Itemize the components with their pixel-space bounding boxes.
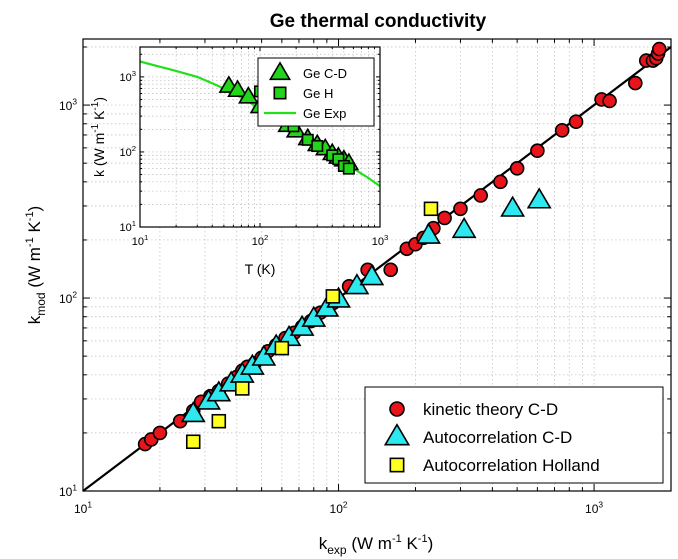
legend-marker-triangle xyxy=(383,423,411,446)
triangle-point xyxy=(451,216,477,239)
circle-point xyxy=(473,188,488,203)
inset-legend-label: Ge C-D xyxy=(303,66,347,81)
y-axis-label: kmod (W m-1 K-1) xyxy=(24,206,48,324)
inset-axes-box xyxy=(139,46,381,228)
circle-point xyxy=(530,143,545,159)
square-point xyxy=(211,413,227,429)
legend-marker-square xyxy=(389,457,405,473)
y-tick-label: 103 xyxy=(59,97,77,113)
circle-point xyxy=(453,201,468,217)
inset-triangle-point xyxy=(227,79,248,98)
x-tick-label: 102 xyxy=(330,500,348,516)
triangle-point xyxy=(251,344,277,366)
y-tick-label: 102 xyxy=(59,290,77,306)
inset-legend-label: Ge Exp xyxy=(303,106,346,121)
square-point xyxy=(325,289,341,304)
inset-square-point xyxy=(342,162,355,175)
circle-point xyxy=(652,41,667,57)
main-axes-box xyxy=(82,38,672,492)
triangle-point xyxy=(526,187,552,209)
triangle-point xyxy=(359,264,385,286)
legend-label: kinetic theory C-D xyxy=(423,400,558,419)
inset-x-axis-label: T (K) xyxy=(245,261,276,277)
inset-square-point xyxy=(301,133,314,146)
triangle-point xyxy=(416,222,441,244)
circle-point xyxy=(628,75,643,91)
inset-triangle-point xyxy=(238,85,259,104)
inset-x-tick-label: 103 xyxy=(372,233,389,248)
inset-y-tick-label: 101 xyxy=(119,219,136,234)
inset-y-tick-label: 102 xyxy=(119,144,136,159)
main-legend-box xyxy=(364,386,664,484)
square-point xyxy=(423,201,439,217)
circle-point xyxy=(602,93,617,109)
x-tick-label: 101 xyxy=(74,500,92,516)
circle-point xyxy=(152,425,168,441)
square-point xyxy=(235,381,250,396)
inset-y-tick-label: 103 xyxy=(119,69,136,84)
circle-point xyxy=(437,210,452,226)
legend-marker-triangle xyxy=(268,61,292,81)
circle-point xyxy=(509,161,525,176)
inset-legend: Ge C-D Ge H Ge Exp xyxy=(257,57,375,127)
chart-title: Ge thermal conductivity xyxy=(270,11,487,32)
inset-x-tick-label: 102 xyxy=(252,233,269,248)
circle-point xyxy=(568,114,584,130)
triangle-point xyxy=(180,401,206,423)
circle-point xyxy=(383,262,398,278)
x-tick-label: 103 xyxy=(585,500,603,516)
legend-marker-circle xyxy=(389,401,405,417)
main-legend: kinetic theory C-D Autocorrelation C-D Aut… xyxy=(364,386,664,484)
inset-square-point xyxy=(311,139,324,153)
main-data-points xyxy=(137,41,667,452)
circle-point xyxy=(554,123,570,138)
inset-y-axis-label: k (W m-1 K-1) xyxy=(90,97,107,177)
y-tick-label: 101 xyxy=(59,483,77,499)
legend-marker-square xyxy=(273,86,287,100)
inset-legend-label: Ge H xyxy=(303,86,333,101)
legend-label: Autocorrelation Holland xyxy=(423,456,600,475)
x-axis-label: kexp (W m-1 K-1) xyxy=(319,533,433,557)
triangle-point xyxy=(500,195,526,217)
inset-tick-labels: 101 102 103 101 102 103 xyxy=(119,69,388,248)
square-point xyxy=(185,434,201,450)
legend-label: Autocorrelation C-D xyxy=(423,428,572,447)
inset-x-tick-label: 101 xyxy=(132,233,149,248)
circle-point xyxy=(493,174,508,190)
square-point xyxy=(274,340,290,356)
